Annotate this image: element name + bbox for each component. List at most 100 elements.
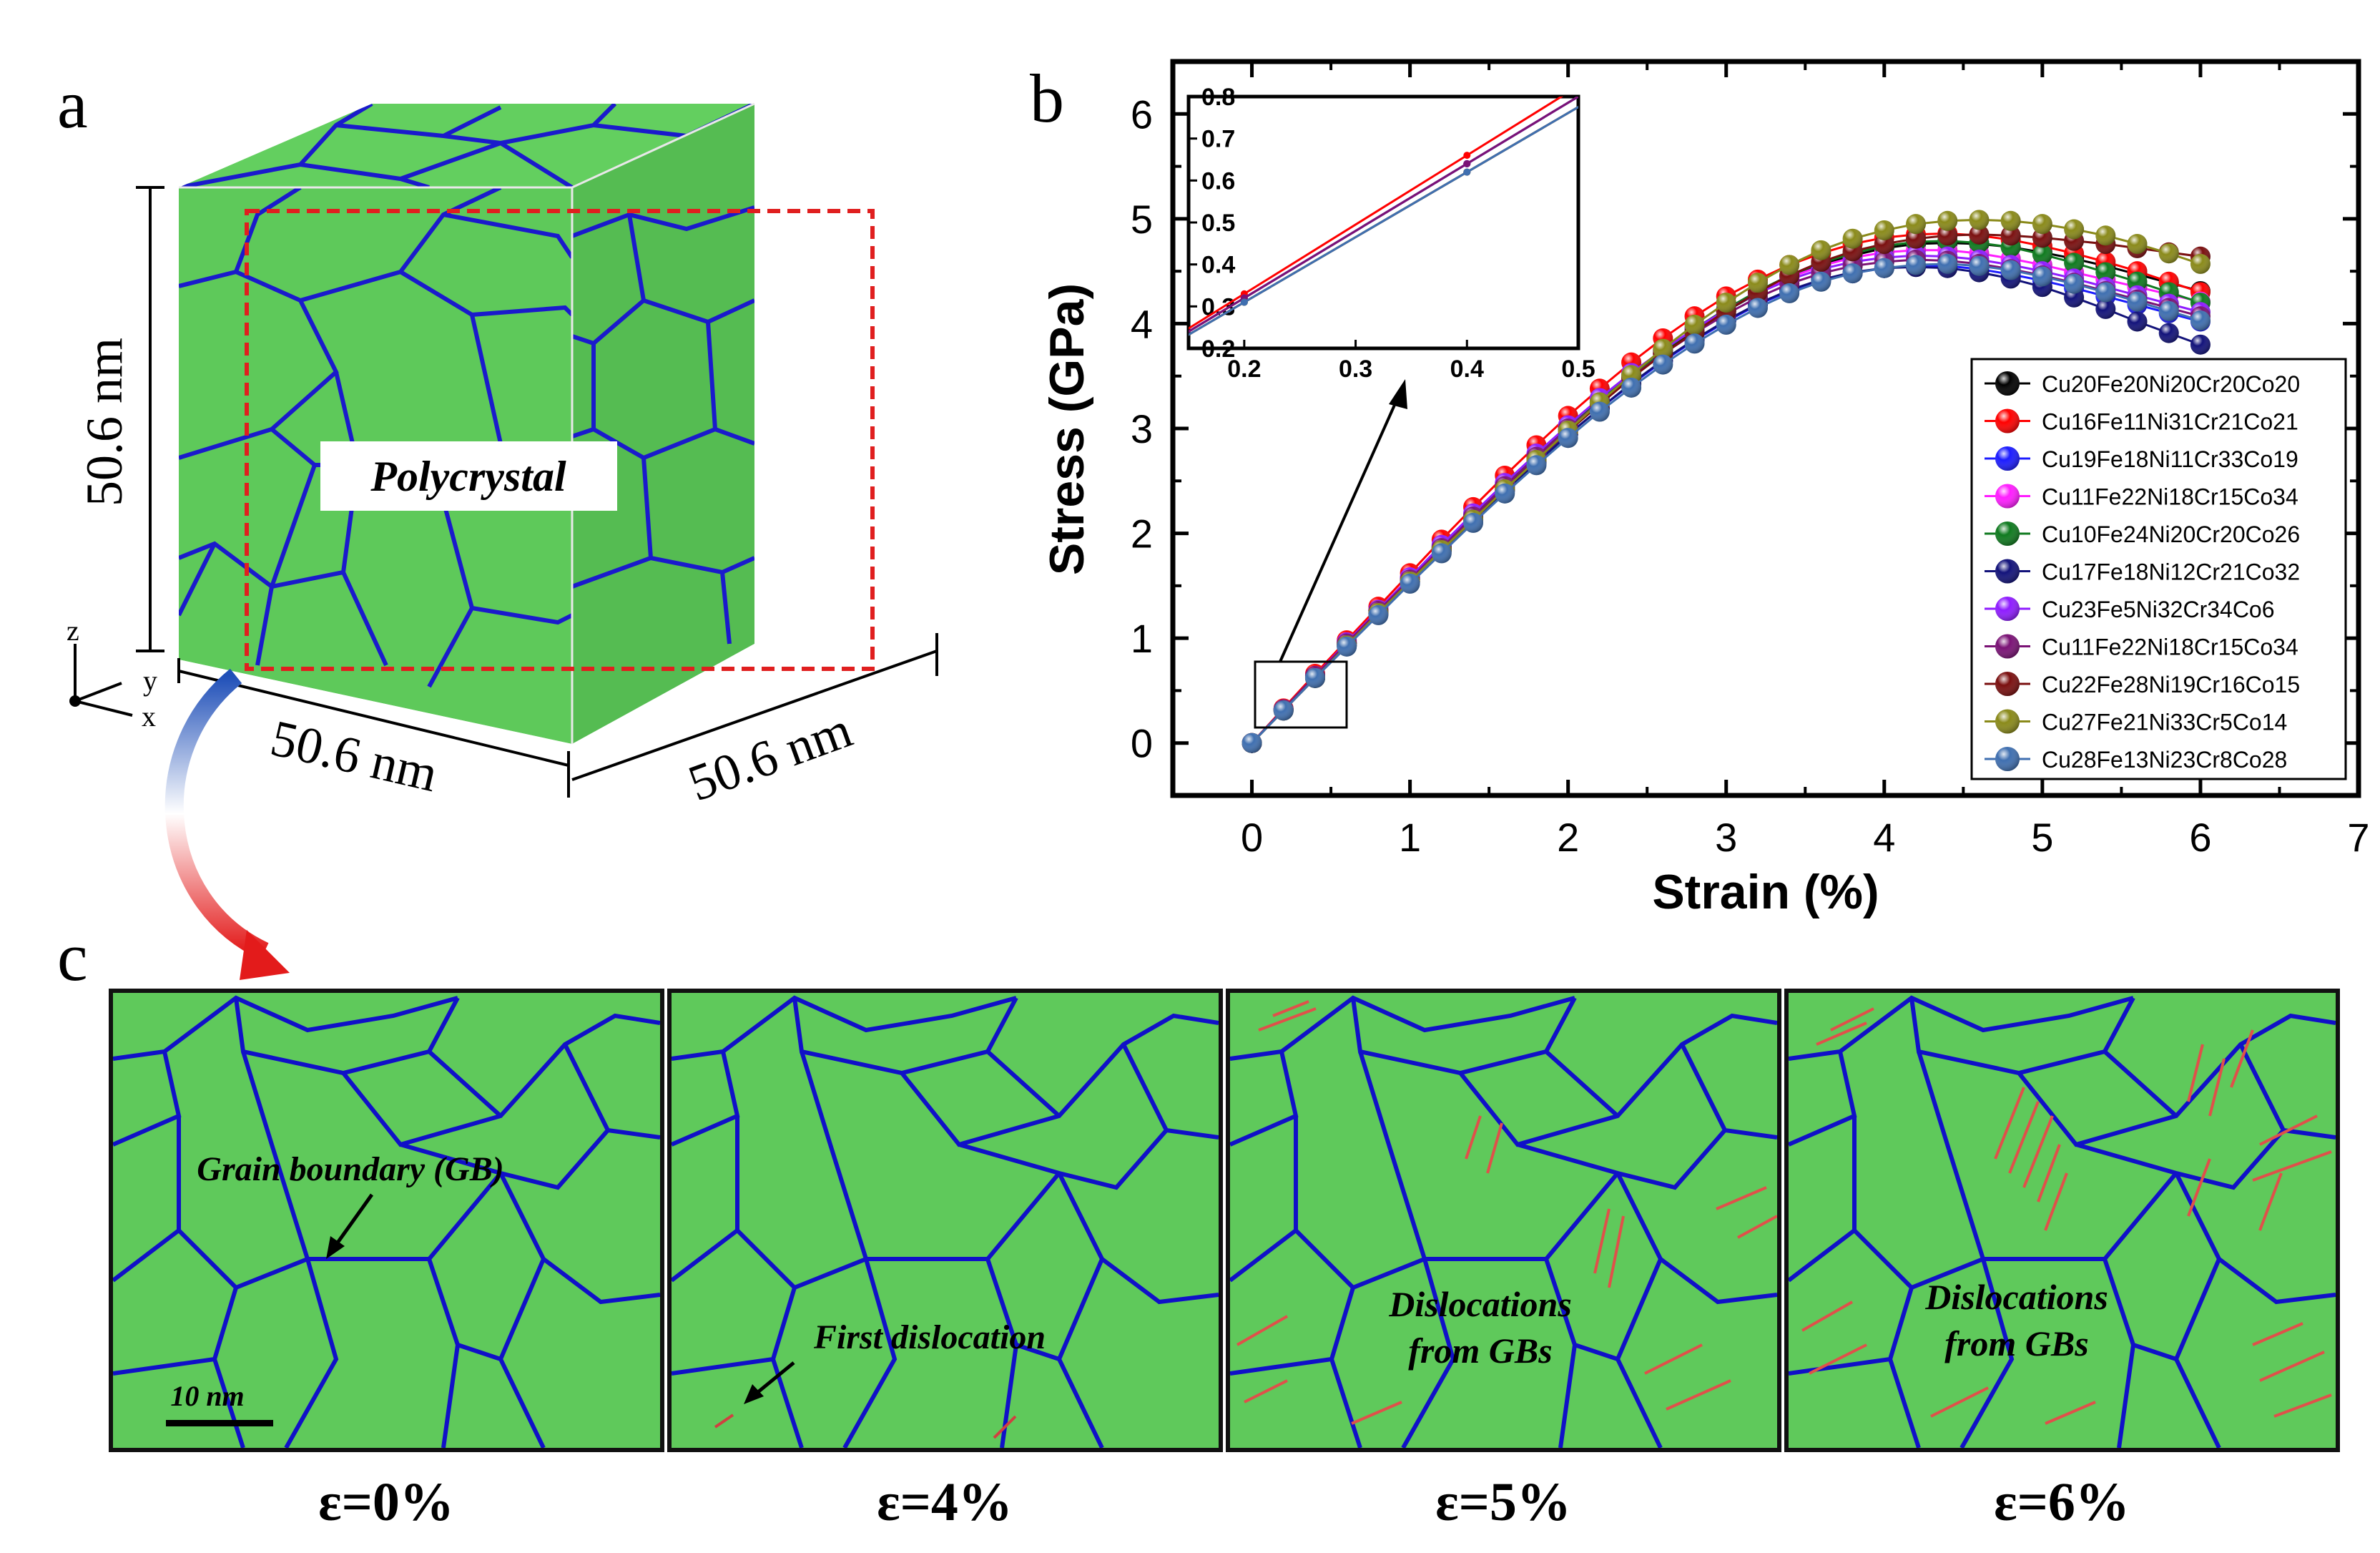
data-point-highlight [1906, 214, 1927, 235]
data-point-highlight [2000, 210, 2021, 231]
grain-boundaries-1 [672, 995, 1219, 1448]
inset-series [1189, 97, 1578, 336]
data-point-highlight [1747, 273, 1768, 293]
data-point-highlight [2095, 282, 2116, 303]
side-dimension-line [571, 633, 938, 781]
y-tick-label: 2 [1131, 511, 1153, 557]
data-point-highlight [2032, 244, 2052, 265]
scale-bar [166, 1420, 273, 1426]
data-point-highlight [1463, 512, 1484, 533]
data-point-highlight [1621, 377, 1642, 398]
snapshot-2 [1226, 989, 1781, 1452]
y-tick-label: 6 [1131, 92, 1153, 137]
snapshot-1 [667, 989, 1223, 1452]
data-point-highlight [1684, 314, 1705, 335]
annotation-grain-boundary-arrow [334, 1193, 374, 1246]
legend-entry: Cu28Fe13Ni23Cr8Co28 [1985, 747, 2287, 773]
grain-boundaries-0 [113, 995, 660, 1448]
data-point-highlight [2127, 234, 2148, 255]
data-point-highlight [2000, 225, 2021, 246]
data-point-highlight [2064, 273, 2085, 294]
data-point-highlight [2158, 243, 2179, 264]
data-point-highlight [2000, 260, 2021, 280]
data-point-highlight [1969, 224, 1990, 245]
data-point-highlight [1400, 573, 1420, 594]
height-dimension-label: 50.6 nm [76, 338, 133, 506]
panel-a-letter: a [57, 66, 88, 142]
legend-label: Cu27Fe21Ni33Cr5Co14 [2042, 710, 2287, 735]
zoom-arrow-head [1389, 379, 1407, 409]
x-tick-label: 6 [2189, 815, 2211, 860]
inset-x-tick-label: 0.4 [1450, 356, 1484, 383]
data-point-highlight [1241, 733, 1262, 753]
inset-chart: 0.2 0.3 0.4 0.50.20.30.40.50.60.70.8 [1186, 84, 1595, 383]
y-axis-label: Stress (GPa) [1040, 283, 1094, 575]
dislocations-3 [1801, 1007, 2332, 1425]
data-point-highlight [2032, 214, 2052, 235]
legend-entry: Cu11Fe22Ni18Cr15Co34 [1985, 484, 2298, 510]
data-point-highlight [1874, 220, 1894, 240]
inset-series-line [1189, 97, 1564, 330]
legend-marker-highlight [1995, 446, 2020, 471]
legend-marker-highlight [1995, 597, 2020, 621]
inset-x-tick-label: 0.2 [1227, 356, 1261, 383]
data-point-highlight [1368, 604, 1389, 625]
data-point-highlight [1906, 228, 1927, 249]
data-point-highlight [1747, 298, 1768, 318]
selection-box [245, 209, 875, 671]
zoom-arrow [1279, 396, 1400, 662]
data-point-highlight [1779, 283, 1800, 303]
legend-label: Cu11Fe22Ni18Cr15Co34 [2042, 484, 2298, 510]
snapshot-3 [1784, 989, 2340, 1452]
legend-marker-highlight [1995, 672, 2020, 696]
x-tick-label: 5 [2031, 815, 2053, 860]
data-point-highlight [1431, 543, 1452, 564]
legend: Cu20Fe20Ni20Cr20Co20 Cu16Fe11Ni31Cr21Co21… [1970, 358, 2347, 780]
y-tick-label: 0 [1131, 721, 1153, 766]
legend-entry: Cu10Fe24Ni20Cr20Co26 [1985, 521, 2300, 547]
legend-entry: Cu19Fe18Ni11Cr33Co19 [1985, 446, 2298, 472]
legend-marker-highlight [1995, 709, 2020, 734]
legend-entry: Cu27Fe21Ni33Cr5Co14 [1985, 709, 2287, 735]
legend-marker-highlight [1995, 408, 2020, 433]
connector-arrow [164, 668, 290, 980]
inset-data-point [1463, 168, 1471, 176]
data-point-highlight [2064, 219, 2085, 240]
data-point-highlight [1589, 401, 1610, 422]
data-point-highlight [1969, 210, 1990, 230]
x-tick-label: 2 [1557, 815, 1579, 860]
legend-marker-highlight [1995, 634, 2020, 659]
inset-data-point [1240, 298, 1248, 306]
data-point-highlight [1304, 667, 1325, 688]
legend-entry: Cu16Fe11Ni31Cr21Co21 [1985, 408, 2298, 435]
data-point-highlight [2095, 298, 2116, 319]
svg-text:from GBs: from GBs [1944, 1323, 2088, 1363]
panel-c-letter: c [57, 918, 88, 995]
data-point-highlight [2095, 262, 2116, 283]
polycrystal-label-box [320, 441, 617, 511]
legend-label: Cu19Fe18Ni11Cr33Co19 [2042, 446, 2298, 472]
main-series [1241, 210, 2211, 753]
data-point-highlight [1811, 240, 1831, 260]
legend-marker-highlight [1995, 371, 2020, 396]
caption-strain-4: ε=4% [877, 1472, 1013, 1532]
legend-label: Cu23Fe5Ni32Cr34Co6 [2042, 597, 2275, 622]
front-dimension-label: 50.6 nm [265, 709, 443, 803]
legend-label: Cu22Fe28Ni19Cr16Co15 [2042, 672, 2300, 697]
axes-triad: z y x [67, 614, 157, 733]
data-point-highlight [2032, 266, 2052, 287]
data-point-highlight [1906, 255, 1927, 275]
series-10 [1241, 253, 2211, 753]
legend-entry: Cu20Fe20Ni20Cr20Co20 [1985, 371, 2300, 397]
grain-boundaries-2 [1230, 995, 1777, 1448]
legend-label: Cu20Fe20Ni20Cr20Co20 [2042, 371, 2300, 397]
inset-y-tick-label: 0.6 [1201, 167, 1235, 195]
data-point-highlight [1653, 338, 1673, 359]
data-point-highlight [2064, 253, 2085, 273]
panel-b-letter: b [1030, 60, 1064, 137]
svg-text:Dislocations: Dislocations [1924, 1277, 2108, 1317]
legend-label: Cu10Fe24Ni20Cr20Co26 [2042, 521, 2300, 547]
legend-label: Cu16Fe11Ni31Cr21Co21 [2042, 409, 2298, 435]
caption-strain-5: ε=5% [1435, 1472, 1571, 1532]
panel-a: a Polycrystal 50.6 nm 50.6 nm 50.6 nm [57, 66, 938, 980]
